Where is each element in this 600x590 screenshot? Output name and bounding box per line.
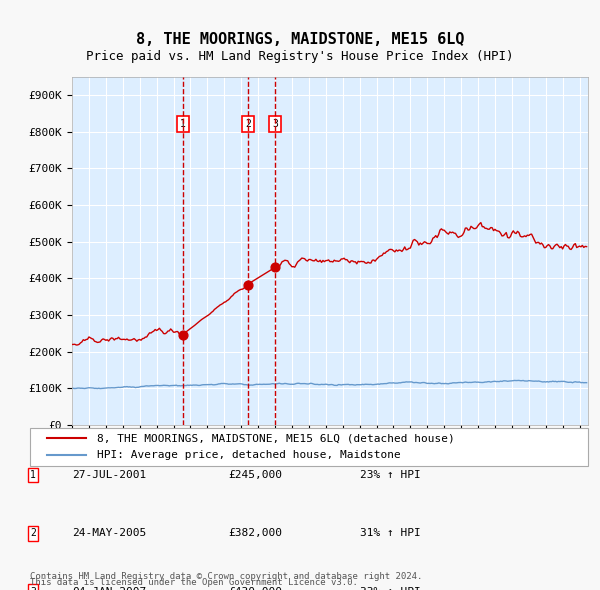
Text: £430,000: £430,000 [228,587,282,590]
Text: Price paid vs. HM Land Registry's House Price Index (HPI): Price paid vs. HM Land Registry's House … [86,50,514,63]
Text: 1: 1 [180,119,186,129]
Text: 1: 1 [30,470,36,480]
Text: 24-MAY-2005: 24-MAY-2005 [72,529,146,538]
Text: HPI: Average price, detached house, Maidstone: HPI: Average price, detached house, Maid… [97,450,401,460]
Text: 8, THE MOORINGS, MAIDSTONE, ME15 6LQ: 8, THE MOORINGS, MAIDSTONE, ME15 6LQ [136,32,464,47]
FancyBboxPatch shape [30,428,588,466]
Point [243,280,253,290]
Text: 8, THE MOORINGS, MAIDSTONE, ME15 6LQ (detached house): 8, THE MOORINGS, MAIDSTONE, ME15 6LQ (de… [97,434,455,444]
Text: 31% ↑ HPI: 31% ↑ HPI [360,529,421,538]
Text: 2: 2 [245,119,251,129]
Text: £245,000: £245,000 [228,470,282,480]
Point [178,330,188,340]
Text: 23% ↑ HPI: 23% ↑ HPI [360,470,421,480]
Text: 27-JUL-2001: 27-JUL-2001 [72,470,146,480]
Point [271,263,280,272]
Text: 3: 3 [272,119,278,129]
Text: 33% ↑ HPI: 33% ↑ HPI [360,587,421,590]
Text: This data is licensed under the Open Government Licence v3.0.: This data is licensed under the Open Gov… [30,578,358,587]
Text: £382,000: £382,000 [228,529,282,538]
Text: 3: 3 [30,587,36,590]
Text: Contains HM Land Registry data © Crown copyright and database right 2024.: Contains HM Land Registry data © Crown c… [30,572,422,581]
Text: 2: 2 [30,529,36,538]
Text: 04-JAN-2007: 04-JAN-2007 [72,587,146,590]
